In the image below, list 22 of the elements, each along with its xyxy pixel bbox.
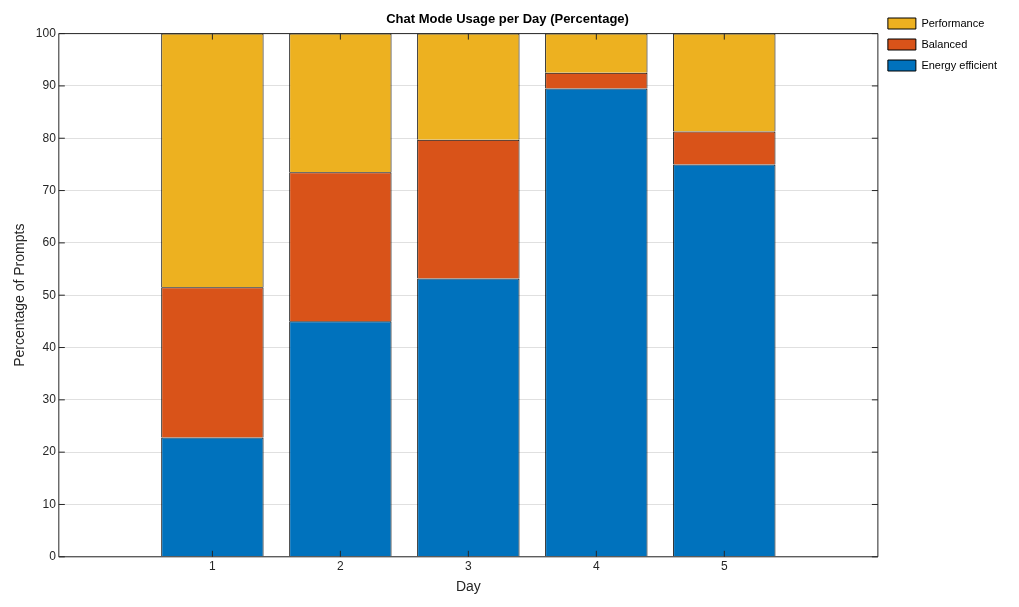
x-tick-label: 4 xyxy=(592,559,600,574)
y-tick-label: 90 xyxy=(42,78,57,93)
x-tick-label: 2 xyxy=(337,559,345,574)
y-tick-label: 70 xyxy=(42,182,57,197)
x-axis-title: Day xyxy=(455,578,481,595)
y-tick-label: 80 xyxy=(42,130,57,145)
y-tick-label: 60 xyxy=(42,235,57,250)
x-tick-label: 1 xyxy=(209,559,217,574)
y-tick-label: 40 xyxy=(42,339,57,354)
y-tick-label: 10 xyxy=(42,496,57,511)
legend-label: Energy efficient xyxy=(921,58,998,71)
x-tick-label: 3 xyxy=(465,559,473,574)
legend-label: Performance xyxy=(921,16,985,29)
y-tick-label: 30 xyxy=(42,392,57,407)
chart-title: Chat Mode Usage per Day (Percentage) xyxy=(386,11,629,27)
y-tick-label: 50 xyxy=(42,287,57,302)
y-tick-label: 20 xyxy=(42,444,57,459)
y-tick-label: 0 xyxy=(49,549,57,564)
y-axis-title: Percentage of Prompts xyxy=(11,223,28,367)
legend-label: Balanced xyxy=(921,37,968,50)
y-tick-label: 100 xyxy=(35,25,57,40)
x-tick-label: 5 xyxy=(720,559,728,574)
